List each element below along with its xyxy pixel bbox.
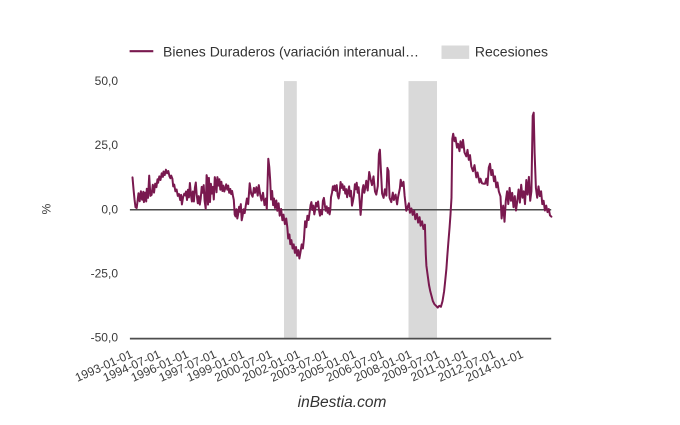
svg-text:50,0: 50,0 — [95, 74, 119, 88]
svg-text:Bienes Duraderos (variación in: Bienes Duraderos (variación interanual… — [163, 44, 419, 60]
svg-text:Recesiones: Recesiones — [475, 44, 548, 60]
svg-text:0,0: 0,0 — [101, 202, 118, 216]
svg-text:-50,0: -50,0 — [91, 331, 119, 345]
svg-text:inBestia.com: inBestia.com — [298, 394, 387, 411]
svg-text:%: % — [40, 203, 54, 214]
svg-text:-25,0: -25,0 — [91, 267, 119, 281]
svg-text:25,0: 25,0 — [95, 138, 119, 152]
